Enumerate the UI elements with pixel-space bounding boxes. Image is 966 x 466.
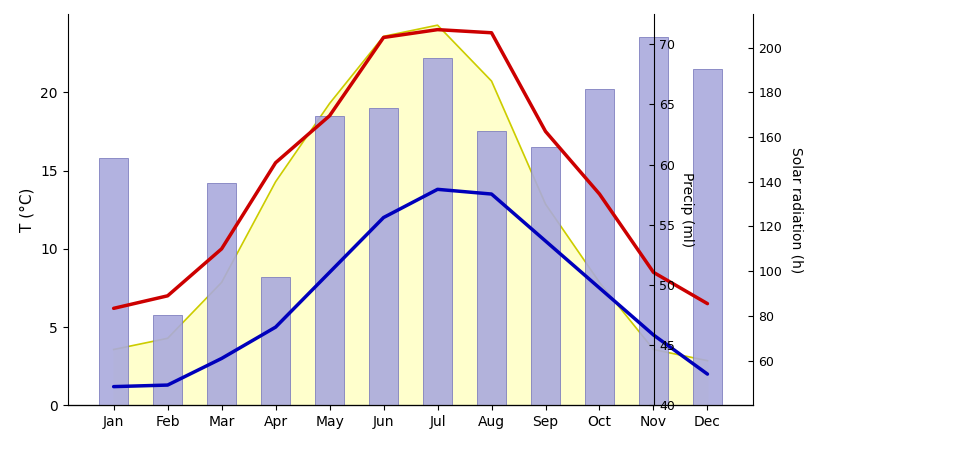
Bar (261, 277, 291, 405)
Bar (423, 58, 452, 405)
Bar (530, 147, 560, 405)
Bar (369, 108, 398, 405)
Y-axis label: T (°C): T (°C) (19, 187, 35, 232)
Bar (639, 37, 668, 405)
Bar (207, 183, 237, 405)
Y-axis label: Precip (ml): Precip (ml) (680, 172, 695, 247)
Bar (153, 315, 183, 405)
Y-axis label: Solar radiation (h): Solar radiation (h) (789, 147, 803, 273)
Bar (584, 89, 614, 405)
Bar (315, 116, 345, 405)
Bar (693, 69, 723, 405)
Bar (476, 131, 506, 405)
Bar (99, 158, 128, 405)
